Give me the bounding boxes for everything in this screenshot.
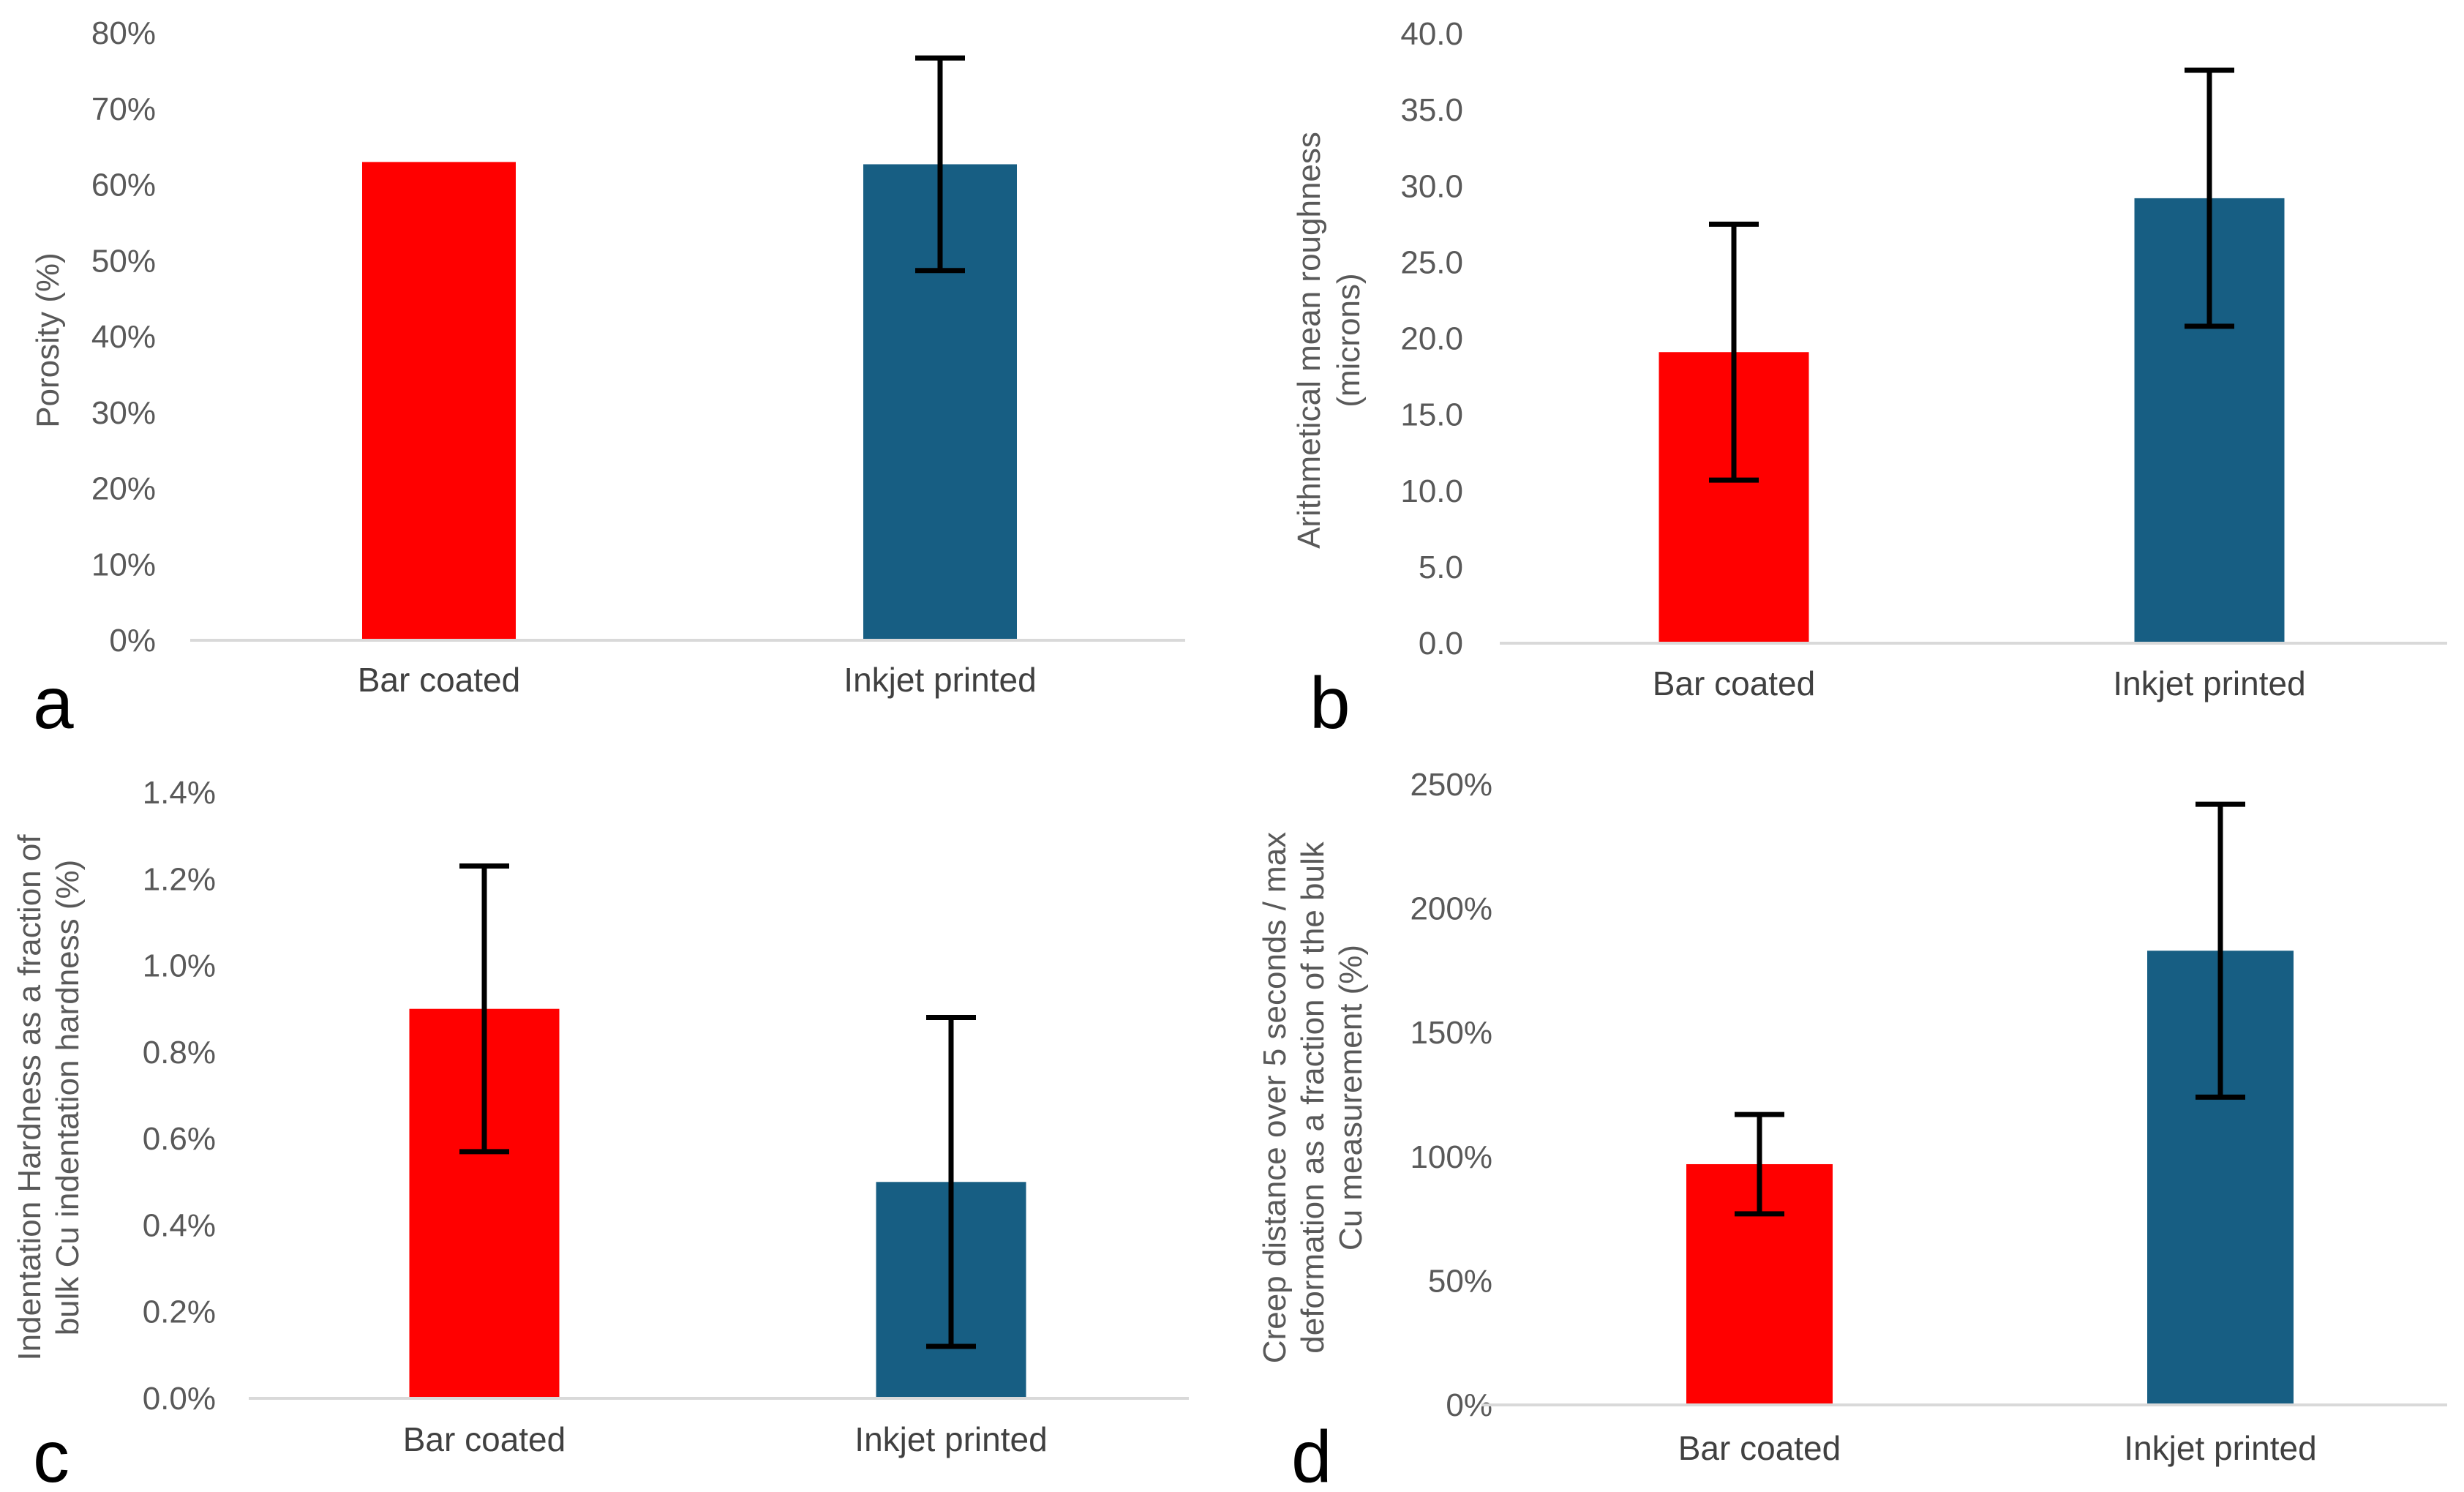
- y-tick-label: 80%: [91, 15, 156, 51]
- y-tick-label: 0.0: [1419, 626, 1463, 661]
- error-bar: [915, 55, 965, 274]
- x-category-label: Bar coated: [1653, 664, 1815, 702]
- panel-letter-a: a: [33, 662, 74, 744]
- y-tick-label: 10.0: [1400, 473, 1463, 509]
- y-tick-label: 100%: [1410, 1139, 1492, 1175]
- y-axis-title-line: deformation as a fraction of the bulk: [1295, 841, 1331, 1354]
- y-tick-label: 0.6%: [143, 1121, 216, 1157]
- y-tick-label: 40%: [91, 319, 156, 355]
- panels: 0% 10% 20% 30% 40% 50% 60% 70% 80% Bar coated Inkj…: [12, 15, 2447, 1492]
- y-tick-label: 70%: [91, 91, 156, 127]
- error-bar: [926, 1015, 976, 1349]
- error-bar: [1709, 221, 1759, 483]
- y-tick-label: 1.0%: [143, 948, 216, 984]
- y-axis-title-line: Indentation Hardness as a fraction of: [12, 834, 48, 1361]
- y-tick-label: 0.8%: [143, 1035, 216, 1071]
- x-category-label: Inkjet printed: [2113, 664, 2305, 702]
- y-axis-title-line: (microns): [1331, 273, 1367, 407]
- y-axis-title: Arithmetical mean roughness (microns): [1291, 132, 1367, 549]
- y-tick-label: 35.0: [1400, 92, 1463, 128]
- y-tick-label: 20%: [91, 471, 156, 507]
- y-tick-label: 30%: [91, 395, 156, 431]
- y-axis-title: Porosity (%): [30, 252, 66, 428]
- y-axis-title-line: Porosity (%): [30, 252, 66, 428]
- error-bar: [2196, 801, 2245, 1100]
- y-tick-label: 10%: [91, 547, 156, 582]
- panel-letter-d: d: [1291, 1416, 1332, 1492]
- y-axis-title: Creep distance over 5 seconds / maxdefor…: [1257, 832, 1369, 1363]
- y-tick-label: 1.2%: [143, 861, 216, 897]
- panel-letter-b: b: [1310, 662, 1351, 744]
- chart-panel-d: 0%50%100%150%200%250%Bar coated Inkjet pr…: [1257, 767, 2447, 1492]
- y-tick-label: 0.4%: [143, 1207, 216, 1243]
- y-tick-label: 15.0: [1400, 397, 1463, 433]
- y-tick-label: 0.2%: [143, 1294, 216, 1330]
- y-tick-label: 0.0%: [143, 1381, 216, 1417]
- panel-letter-c: c: [33, 1416, 70, 1492]
- y-tick-label: 1.4%: [143, 775, 216, 811]
- y-tick-label: 0%: [109, 623, 156, 659]
- x-category-label: Inkjet printed: [2124, 1429, 2316, 1467]
- bar-bar-coated: [362, 162, 516, 640]
- y-tick-label: 200%: [1410, 891, 1492, 927]
- y-tick-label: 50%: [91, 243, 156, 279]
- x-category-label: Inkjet printed: [844, 661, 1036, 699]
- y-tick-label: 40.0: [1400, 16, 1463, 52]
- error-bar: [1735, 1111, 1784, 1217]
- y-tick-label: 60%: [91, 168, 156, 203]
- error-bar: [2185, 67, 2234, 329]
- x-category-label: Bar coated: [403, 1420, 566, 1458]
- y-axis-title-line: bulk Cu indentation hardness (%): [50, 860, 86, 1336]
- chart-panel-c: 0.0% 0.2% 0.4% 0.6% 0.8% 1.0% 1.2% 1.4% Bar coat…: [12, 775, 1189, 1492]
- chart-panel-b: 0.0 5.0 10.0 15.0 20.0 25.0 30.0 35.0 40.0 Bar co…: [1291, 16, 2447, 744]
- y-tick-label: 250%: [1410, 767, 1492, 803]
- y-tick-label: 50%: [1428, 1263, 1492, 1299]
- y-tick-label: 150%: [1410, 1015, 1492, 1051]
- error-bar: [459, 863, 509, 1155]
- x-category-label: Inkjet printed: [854, 1420, 1047, 1458]
- y-axis-title-line: Arithmetical mean roughness: [1291, 132, 1327, 549]
- chart-panel-a: 0% 10% 20% 30% 40% 50% 60% 70% 80% Bar coated Inkj…: [30, 15, 1185, 744]
- y-axis-title-line: Cu measurement (%): [1333, 945, 1369, 1251]
- y-axis-title: Indentation Hardness as a fraction ofbul…: [12, 834, 86, 1361]
- y-tick-label: 30.0: [1400, 168, 1463, 204]
- y-tick-label: 5.0: [1419, 550, 1463, 585]
- x-category-label: Bar coated: [358, 661, 520, 699]
- x-category-label: Bar coated: [1678, 1429, 1841, 1467]
- y-tick-label: 20.0: [1400, 321, 1463, 357]
- y-axis-title-line: Creep distance over 5 seconds / max: [1257, 832, 1293, 1363]
- y-tick-label: 25.0: [1400, 244, 1463, 280]
